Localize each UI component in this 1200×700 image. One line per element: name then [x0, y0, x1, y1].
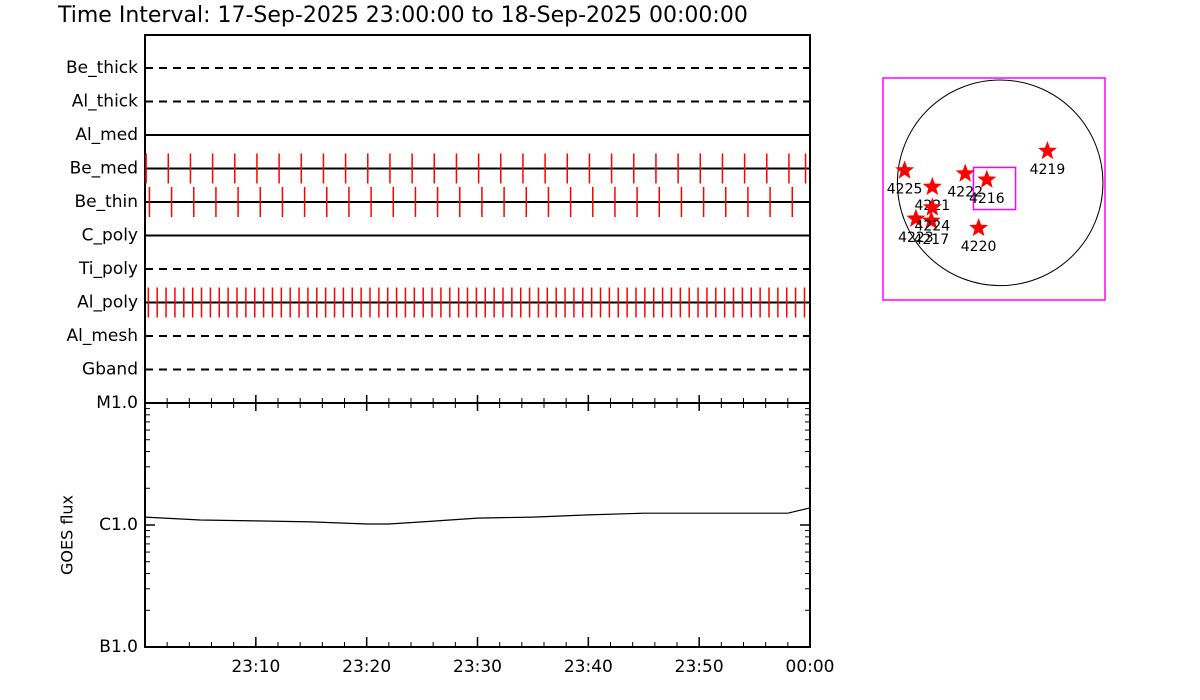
panel-frame — [144, 34, 811, 404]
filter-label: Ti_poly — [78, 259, 138, 279]
active-region-star — [895, 160, 915, 179]
region-label: 4223 — [898, 230, 934, 246]
filter-label: Al_thick — [72, 92, 138, 112]
active-region-star — [969, 218, 989, 237]
x-tick-label: 23:40 — [564, 657, 613, 677]
x-tick-label: 23:50 — [675, 657, 724, 677]
y-tick-label: C1.0 — [99, 515, 138, 535]
active-region-star — [955, 163, 975, 182]
y-tick-label: B1.0 — [99, 637, 138, 657]
active-region-star — [1037, 141, 1057, 160]
region-label: 4216 — [969, 191, 1005, 207]
region-label: 4217 — [913, 232, 949, 248]
x-tick-label: 23:20 — [342, 657, 391, 677]
panel-frame — [144, 402, 811, 648]
filter-label: Be_med — [70, 159, 138, 179]
region-label: 4225 — [887, 182, 923, 198]
y-tick-label: M1.0 — [96, 393, 138, 413]
active-region-star — [922, 197, 942, 216]
chart-title: Time Interval: 17-Sep-2025 23:00:00 to 1… — [57, 3, 748, 28]
map-frame — [882, 77, 1106, 301]
x-tick-label: 23:30 — [453, 657, 502, 677]
solar-disk — [896, 79, 1104, 287]
region-label: 4224 — [915, 219, 951, 235]
filter-label: C_poly — [82, 226, 138, 246]
region-label: 4219 — [1030, 162, 1066, 178]
filter-label: Al_mesh — [66, 326, 138, 346]
filter-label: Al_med — [75, 125, 138, 145]
x-tick-label: 00:00 — [786, 657, 835, 677]
goes-curve — [144, 507, 811, 525]
filter-label: Be_thick — [66, 58, 138, 78]
region-label: 4222 — [947, 185, 983, 201]
field-of-view — [972, 166, 1017, 211]
active-region-star — [977, 169, 997, 188]
y-axis-label: GOES flux — [58, 495, 77, 575]
active-region-star — [906, 208, 926, 227]
filter-label: Be_thin — [74, 192, 138, 212]
filter-label: Al_poly — [77, 293, 138, 313]
filter-label: Gband — [82, 360, 138, 380]
x-tick-label: 23:10 — [231, 657, 280, 677]
active-region-star — [921, 210, 941, 229]
region-label: 4220 — [961, 239, 997, 255]
active-region-star — [922, 176, 942, 195]
